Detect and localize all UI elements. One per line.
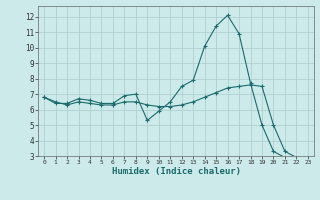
X-axis label: Humidex (Indice chaleur): Humidex (Indice chaleur) xyxy=(111,167,241,176)
